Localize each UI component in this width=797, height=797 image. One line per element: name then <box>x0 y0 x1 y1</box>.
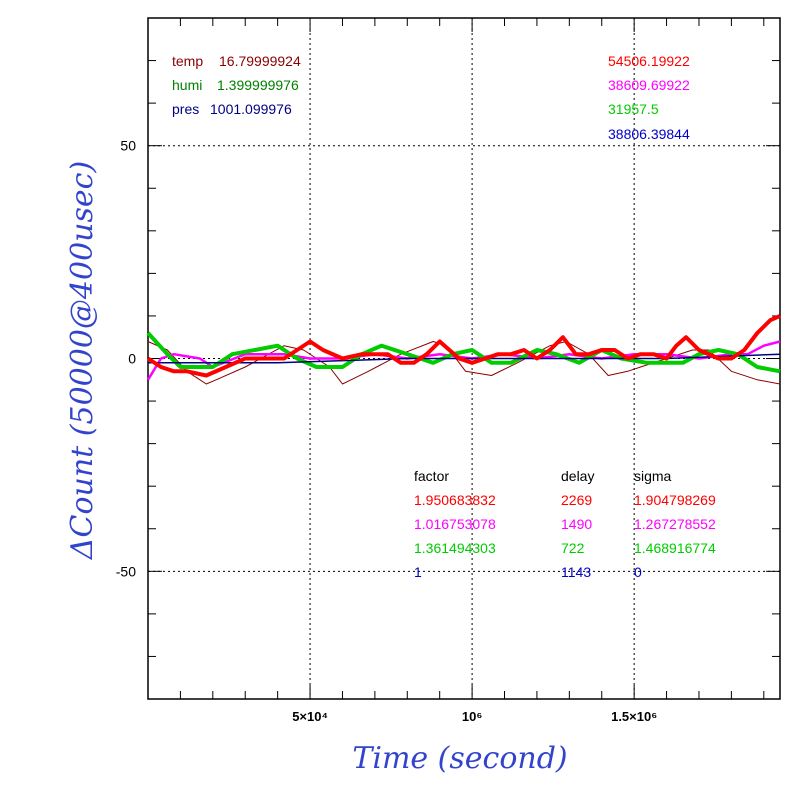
series-line-2 <box>146 331 781 374</box>
series-line-4 <box>146 314 781 378</box>
env-humi-value: 1.399999976 <box>217 77 299 93</box>
count-magenta: 38609.69922 <box>608 77 690 93</box>
fit-green-delay: 722 <box>561 540 585 556</box>
fit-red-delay: 2269 <box>561 492 592 508</box>
x-axis-title: Time (second) <box>352 741 567 776</box>
env-humi-name: humi <box>172 77 202 93</box>
fit-header-delay: delay <box>561 468 594 484</box>
fit-magenta-delay: 1490 <box>561 516 592 532</box>
fit-magenta-factor: 1.016753078 <box>414 516 496 532</box>
count-green: 31957.5 <box>608 101 659 117</box>
minor-ticks <box>148 18 780 699</box>
fit-blue-sigma: 0 <box>634 564 642 580</box>
env-pres-value: 1001.099976 <box>210 101 292 117</box>
fit-blue-factor: 1 <box>414 564 422 580</box>
count-red: 54506.19922 <box>608 53 690 69</box>
tick-labels: 5×10⁴ 10⁶ 1.5×10⁶ 50 0 -50 <box>116 138 657 724</box>
env-temp-name: temp <box>172 53 203 69</box>
fit-green-sigma: 1.468916774 <box>634 540 716 556</box>
y-axis-title: ΔCount (50000@400usec) <box>65 161 100 560</box>
x-tick-label-0: 5×10⁴ <box>292 709 328 724</box>
fit-blue-delay: 1143 <box>561 564 591 580</box>
fit-red-sigma: 1.904798269 <box>634 492 716 508</box>
fit-header-factor: factor <box>414 468 449 484</box>
fit-magenta-sigma: 1.267278552 <box>634 516 716 532</box>
env-pres-name: pres <box>172 101 199 117</box>
fit-header-sigma: sigma <box>634 468 672 484</box>
series-line-3 <box>148 353 781 364</box>
fit-red-factor: 1.950683832 <box>414 492 496 508</box>
env-temp-value: 16.79999924 <box>219 53 301 69</box>
y-tick-label-2: -50 <box>116 563 136 579</box>
x-tick-label-1: 10⁶ <box>462 709 482 724</box>
series-layer <box>146 314 781 385</box>
y-tick-label-0: 50 <box>120 138 136 154</box>
fit-green-factor: 1.361494303 <box>414 540 496 556</box>
y-tick-label-1: 0 <box>128 351 136 367</box>
count-blue: 38806.39844 <box>608 126 690 142</box>
x-tick-label-2: 1.5×10⁶ <box>611 709 657 724</box>
